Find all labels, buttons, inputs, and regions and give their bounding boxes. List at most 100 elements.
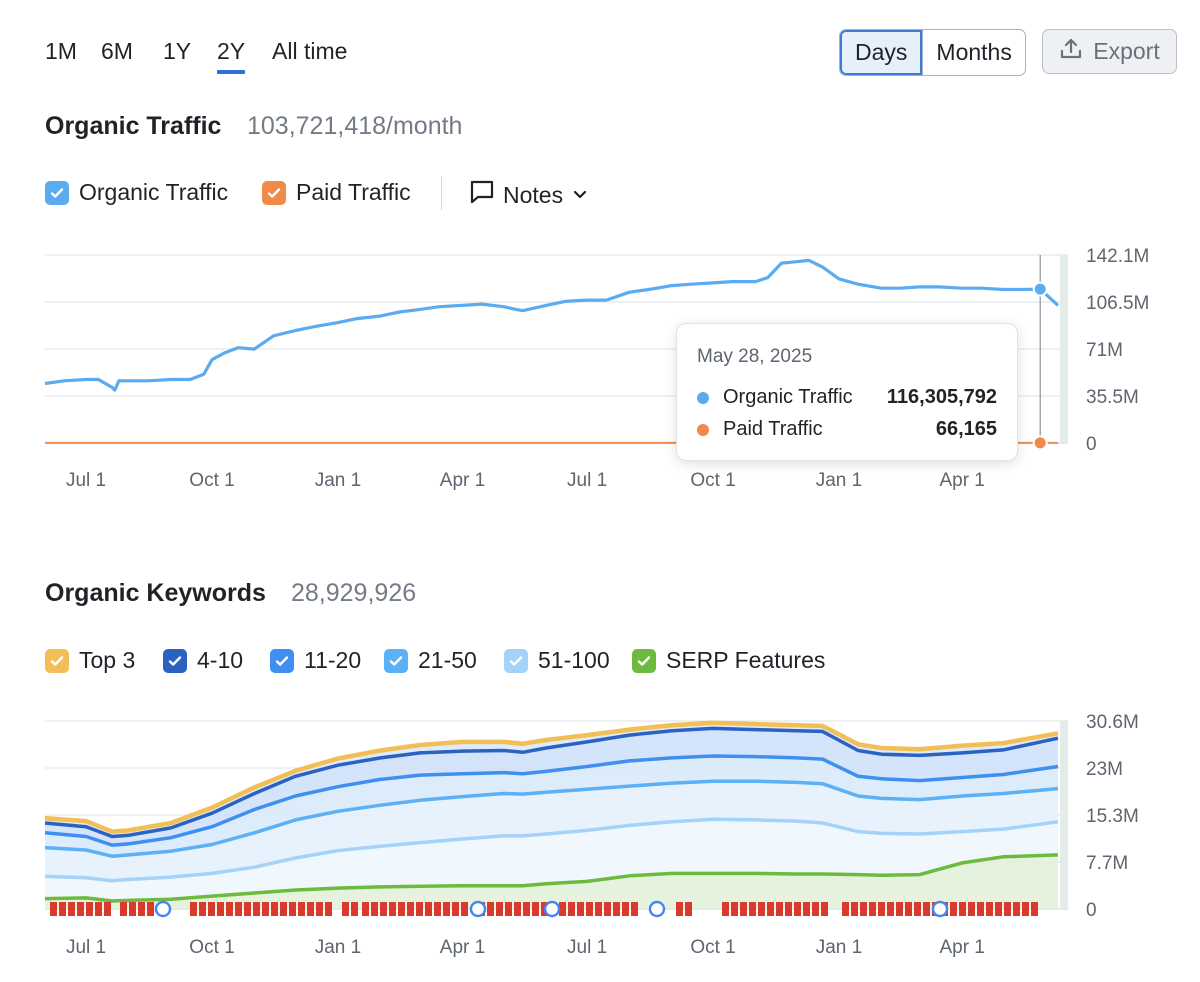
update-marker-icon: [95, 902, 102, 916]
update-marker-icon: [208, 902, 215, 916]
paid-dot-icon: [697, 423, 709, 436]
x-tick-label: Apr 1: [939, 470, 984, 491]
update-marker-icon: [568, 902, 575, 916]
x-tick-label: Jul 1: [66, 937, 106, 958]
period-tab-6m[interactable]: 6M: [101, 38, 133, 64]
tooltip-label: Paid Traffic: [723, 418, 823, 440]
tooltip-label: Organic Traffic: [723, 386, 853, 408]
legend-51-100[interactable]: 51-100: [504, 647, 610, 674]
update-marker-icon: [235, 902, 242, 916]
update-marker-icon: [869, 902, 876, 916]
x-tick-label: Oct 1: [189, 937, 234, 958]
update-marker-icon: [842, 902, 849, 916]
update-marker-icon: [794, 902, 801, 916]
update-marker-icon: [104, 902, 111, 916]
y-tick-label: 7.7M: [1086, 853, 1128, 874]
y-tick-label: 30.6M: [1086, 712, 1139, 733]
legend-divider: [441, 176, 442, 210]
days-button[interactable]: Days: [840, 30, 923, 75]
update-marker-icon: [722, 902, 729, 916]
update-marker-icon: [685, 902, 692, 916]
x-tick-label: Jan 1: [816, 470, 862, 491]
update-marker-icon: [217, 902, 224, 916]
update-marker-icon: [77, 902, 84, 916]
update-marker-icon: [496, 902, 503, 916]
update-marker-icon: [434, 902, 441, 916]
legend-label: Organic Traffic: [79, 179, 229, 205]
comment-icon: [469, 179, 495, 211]
x-tick-label: Jul 1: [66, 470, 106, 491]
chevron-down-icon: [571, 182, 589, 209]
update-marker-icon: [342, 902, 349, 916]
y-tick-label: 106.5M: [1086, 293, 1149, 314]
export-label: Export: [1093, 38, 1160, 64]
tooltip-value: 116,305,792: [886, 386, 997, 408]
legend-4-10[interactable]: 4-10: [163, 647, 243, 674]
update-marker-icon: [452, 902, 459, 916]
update-marker-icon: [129, 902, 136, 916]
update-marker-icon: [59, 902, 66, 916]
update-marker-icon: [262, 902, 269, 916]
update-marker-icon: [968, 902, 975, 916]
line-4-10: [44, 726, 1059, 839]
update-marker-icon: [68, 902, 75, 916]
update-marker-icon: [289, 902, 296, 916]
legend-serp-features[interactable]: SERP Features: [632, 647, 825, 674]
update-marker-icon: [199, 902, 206, 916]
tooltip-date: May 28, 2025: [697, 346, 813, 367]
period-tab-1y[interactable]: 1Y: [163, 38, 192, 64]
period-tab-2y[interactable]: 2Y: [217, 38, 246, 74]
update-marker-icon: [749, 902, 756, 916]
update-marker-icon: [887, 902, 894, 916]
update-marker-icon: [253, 902, 260, 916]
update-marker-icon: [514, 902, 521, 916]
x-tick-label: Oct 1: [189, 470, 234, 491]
update-marker-icon: [120, 902, 127, 916]
legend-11-20[interactable]: 11-20: [270, 647, 361, 674]
update-marker-icon: [878, 902, 885, 916]
legend-organic-traffic[interactable]: Organic Traffic: [45, 179, 228, 206]
legend-21-50[interactable]: 21-50: [384, 647, 477, 674]
line-serp-features: [44, 853, 1059, 903]
export-button[interactable]: Export: [1042, 29, 1177, 74]
update-marker-icon: [731, 902, 738, 916]
area-11-20: [45, 756, 1058, 857]
update-marker-icon: [244, 902, 251, 916]
update-marker-icon: [577, 902, 584, 916]
notes-dropdown[interactable]: Notes: [469, 179, 589, 211]
checkbox-checked-icon: [632, 648, 656, 673]
update-marker-icon: [407, 902, 414, 916]
period-tab-all-time[interactable]: All time: [272, 38, 348, 64]
legend-paid-traffic[interactable]: Paid Traffic: [262, 179, 411, 206]
x-tick-label: Oct 1: [690, 937, 735, 958]
legend-top-3[interactable]: Top 3: [45, 647, 135, 674]
period-tab-1m[interactable]: 1M: [45, 38, 77, 64]
y-tick-label: 142.1M: [1086, 246, 1149, 267]
update-marker-icon: [389, 902, 396, 916]
traffic-value: 103,721,418/month: [247, 112, 463, 140]
months-button[interactable]: Months: [922, 30, 1024, 75]
google-update-icon: [469, 900, 487, 918]
update-marker-icon: [325, 902, 332, 916]
update-marker-icon: [532, 902, 539, 916]
update-marker-icon: [914, 902, 921, 916]
keywords-value: 28,929,926: [291, 579, 417, 607]
notes-label: Notes: [503, 181, 564, 208]
x-tick-label: Jul 1: [567, 470, 607, 491]
checkbox-checked-icon: [45, 180, 69, 205]
x-tick-label: Apr 1: [440, 470, 485, 491]
update-marker-icon: [351, 902, 358, 916]
update-marker-icon: [425, 902, 432, 916]
update-marker-icon: [595, 902, 602, 916]
x-tick-label: Jan 1: [315, 937, 361, 958]
tooltip-value: 66,165: [935, 418, 997, 440]
legend-label: 4-10: [197, 647, 244, 673]
google-update-icon: [154, 900, 172, 918]
x-tick-label: Apr 1: [440, 937, 485, 958]
checkbox-checked-icon: [45, 648, 69, 673]
legend-label: SERP Features: [666, 647, 826, 673]
update-marker-icon: [147, 902, 154, 916]
update-marker-icon: [812, 902, 819, 916]
update-marker-icon: [505, 902, 512, 916]
legend-label: 51-100: [538, 647, 610, 673]
